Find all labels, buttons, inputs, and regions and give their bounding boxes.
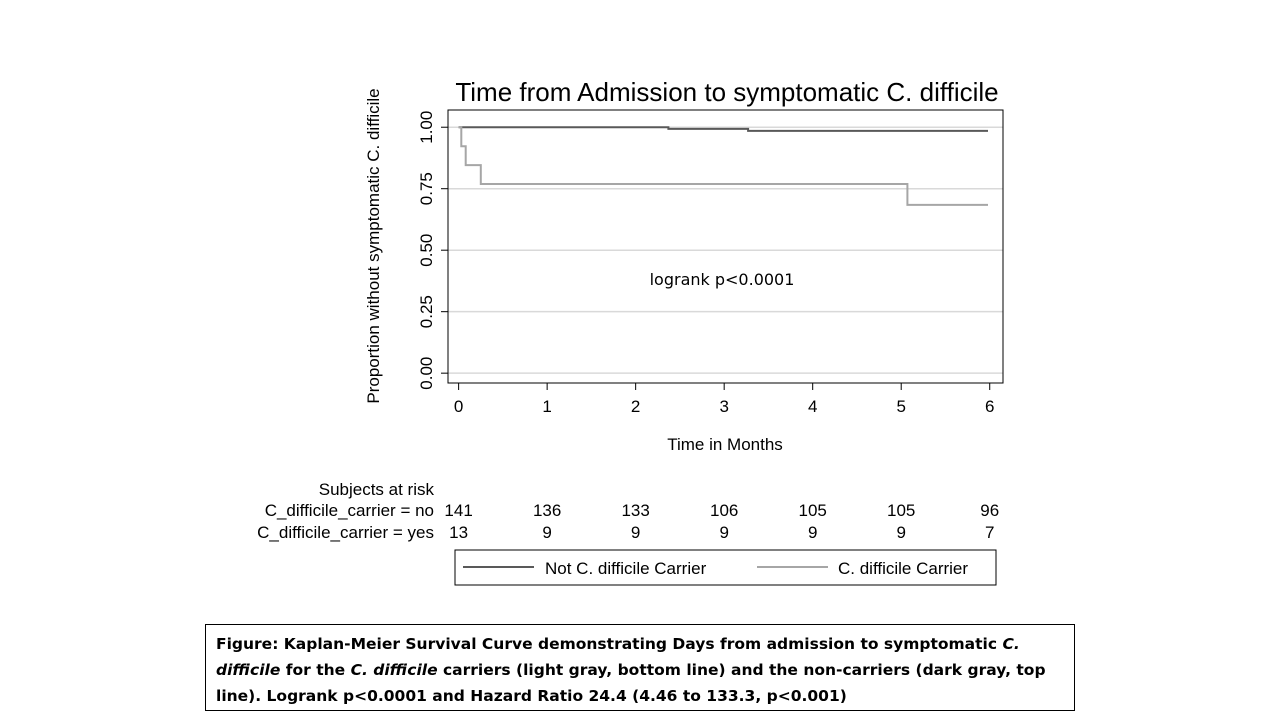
risk-table-header: Subjects at risk [319,480,435,499]
y-tick-label: 0.25 [417,295,436,328]
caption-italic-1: C. difficile [216,635,1020,679]
x-tick-label: 5 [896,397,905,416]
plot-frame [447,109,1004,384]
risk-value: 9 [896,523,905,542]
y-tick-label: 1.00 [417,111,436,144]
caption-text-1: Figure: Kaplan-Meier Survival Curve demo… [216,635,1003,653]
series-line-carrier [458,126,988,206]
km-chart: 0.00 0.25 0.50 0.75 1.00 0 1 2 3 4 5 6 Time from A… [257,77,1004,586]
risk-row-label-yes: C_difficile_carrier = yes [257,523,434,542]
caption-text-2: for the [280,661,351,679]
x-tick-label: 4 [808,397,817,416]
y-tick-label: 0.00 [417,357,436,390]
risk-value: 96 [980,501,999,520]
risk-row-label-no: C_difficile_carrier = no [265,501,434,520]
risk-value: 9 [808,523,817,542]
risk-value: 7 [985,523,994,542]
risk-value: 106 [710,501,738,520]
x-tick-label: 3 [719,397,728,416]
y-tick-label: 0.75 [417,172,436,205]
figure-caption: Figure: Kaplan-Meier Survival Curve demo… [205,624,1075,711]
x-axis-ticks: 0 1 2 3 4 5 6 [454,383,994,416]
caption-text-3: carriers (light gray, bottom line) and t… [216,661,1046,705]
survival-curves [458,126,988,206]
risk-value: 105 [799,501,827,520]
risk-value: 105 [887,501,915,520]
y-axis-label: Proportion without symptomatic C. diffic… [364,88,383,403]
risk-value: 13 [449,523,468,542]
risk-value: 133 [621,501,649,520]
series-line-not-carrier [458,126,988,132]
risk-value: 9 [719,523,728,542]
x-axis-label: Time in Months [667,435,783,454]
risk-value: 9 [542,523,551,542]
legend-label-not-carrier: Not C. difficile Carrier [545,559,707,578]
legend: Not C. difficile Carrier C. difficile Ca… [454,549,997,586]
chart-title: Time from Admission to symptomatic C. di… [455,77,998,107]
x-tick-label: 1 [542,397,551,416]
y-axis-ticks: 0.00 0.25 0.50 0.75 1.00 [417,111,448,390]
legend-label-carrier: C. difficile Carrier [838,559,968,578]
x-tick-label: 0 [454,397,463,416]
risk-value: 136 [533,501,561,520]
y-tick-label: 0.50 [417,234,436,267]
x-tick-label: 2 [631,397,640,416]
logrank-annotation: logrank p<0.0001 [650,270,795,289]
risk-table-values: 141 136 133 106 105 105 96 13 9 9 9 9 9 7 [444,501,999,542]
legend-frame [454,549,997,586]
risk-value: 141 [444,501,472,520]
x-tick-label: 6 [985,397,994,416]
caption-italic-2: C. difficile [350,661,438,679]
risk-value: 9 [631,523,640,542]
grid-lines [448,126,1003,374]
